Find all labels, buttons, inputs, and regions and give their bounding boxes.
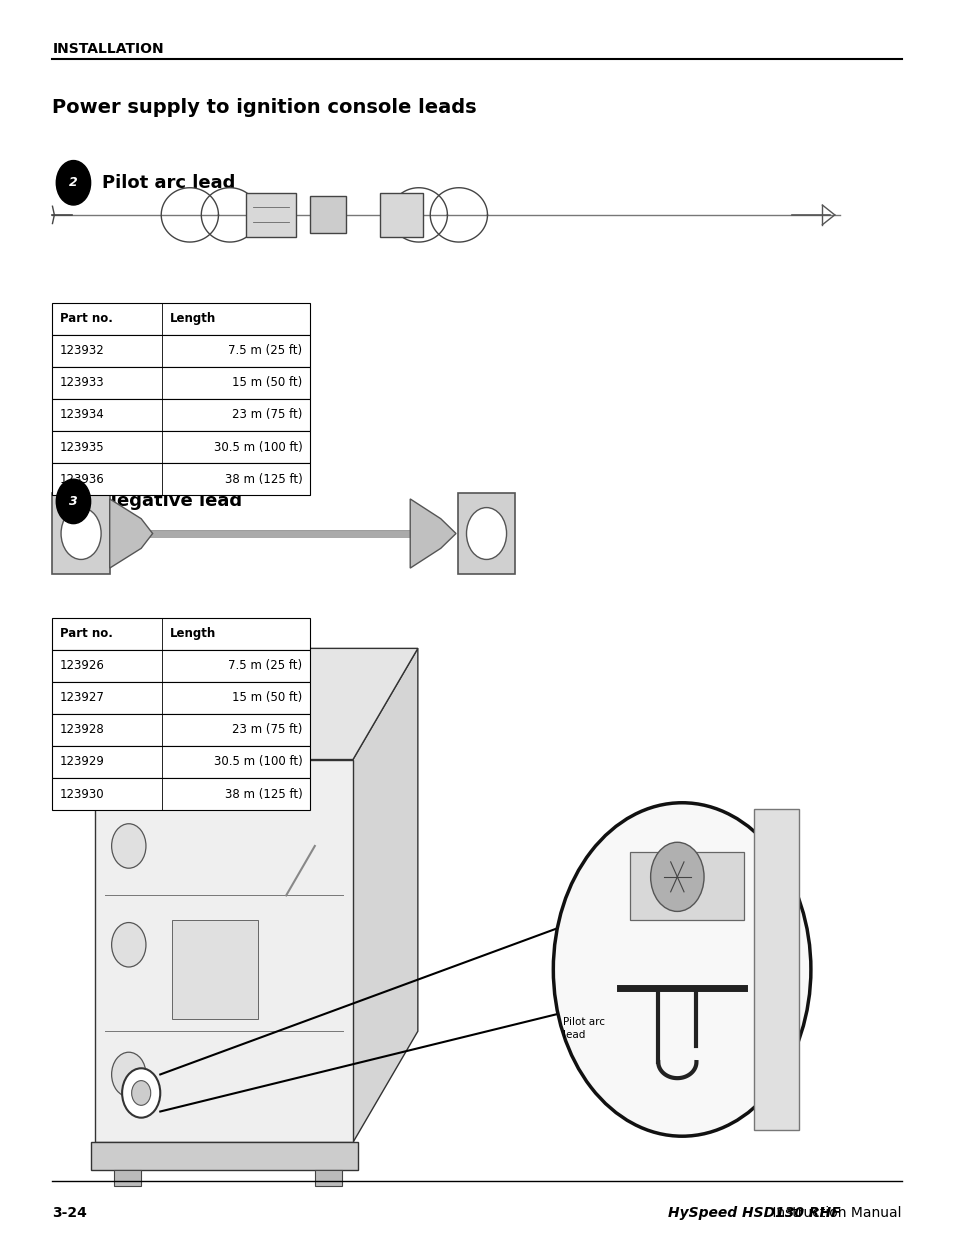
FancyBboxPatch shape [52,303,310,335]
Text: Part no.: Part no. [60,627,112,640]
Circle shape [112,923,146,967]
FancyBboxPatch shape [52,746,310,778]
Text: 23 m (75 ft): 23 m (75 ft) [232,724,302,736]
Polygon shape [95,648,417,760]
Text: 3-24: 3-24 [52,1207,88,1220]
FancyBboxPatch shape [52,618,310,650]
FancyBboxPatch shape [457,493,515,574]
Text: 30.5 m (100 ft): 30.5 m (100 ft) [213,441,302,453]
Text: Part no.: Part no. [60,312,112,325]
Text: 123932: 123932 [60,345,105,357]
Text: Pilot arc
lead: Pilot arc lead [562,1018,604,1040]
Circle shape [112,824,146,868]
Text: 123929: 123929 [60,756,105,768]
FancyBboxPatch shape [52,682,310,714]
FancyBboxPatch shape [52,493,110,574]
Text: 123935: 123935 [60,441,105,453]
FancyBboxPatch shape [114,1170,141,1186]
FancyBboxPatch shape [52,335,310,367]
FancyBboxPatch shape [246,193,295,237]
Circle shape [466,508,506,559]
Circle shape [56,161,91,205]
Text: Negative lead: Negative lead [102,493,242,510]
Circle shape [112,1052,146,1097]
Text: 7.5 m (25 ft): 7.5 m (25 ft) [228,345,302,357]
Text: 38 m (125 ft): 38 m (125 ft) [225,788,302,800]
FancyBboxPatch shape [52,778,310,810]
Circle shape [553,803,810,1136]
Text: Pilot arc lead: Pilot arc lead [102,174,235,191]
FancyBboxPatch shape [310,196,346,233]
Circle shape [650,842,703,911]
FancyBboxPatch shape [753,809,799,1130]
Text: Power supply to ignition console leads: Power supply to ignition console leads [52,99,476,117]
Text: 2: 2 [69,177,78,189]
FancyBboxPatch shape [52,399,310,431]
Text: 123926: 123926 [60,659,105,672]
Text: 123936: 123936 [60,473,105,485]
Text: Length: Length [170,312,215,325]
Polygon shape [353,648,417,1142]
Text: 123927: 123927 [60,692,105,704]
Text: 38 m (125 ft): 38 m (125 ft) [225,473,302,485]
Circle shape [132,1081,151,1105]
Text: 123928: 123928 [60,724,105,736]
Text: Instruction Manual: Instruction Manual [767,1207,901,1220]
Text: 3: 3 [69,495,78,508]
Text: INSTALLATION: INSTALLATION [52,42,164,56]
Circle shape [61,508,101,559]
Text: 15 m (50 ft): 15 m (50 ft) [232,692,302,704]
FancyBboxPatch shape [52,650,310,682]
FancyBboxPatch shape [52,714,310,746]
FancyBboxPatch shape [95,760,353,1142]
Text: 123934: 123934 [60,409,105,421]
Text: Length: Length [170,627,215,640]
Circle shape [122,1068,160,1118]
FancyBboxPatch shape [91,1142,357,1170]
FancyBboxPatch shape [314,1170,341,1186]
Text: 123933: 123933 [60,377,105,389]
Polygon shape [110,499,152,568]
Text: 30.5 m (100 ft): 30.5 m (100 ft) [213,756,302,768]
Text: 23 m (75 ft): 23 m (75 ft) [232,409,302,421]
Text: 123930: 123930 [60,788,105,800]
Text: HySpeed HSD130 RHF: HySpeed HSD130 RHF [667,1207,840,1220]
FancyBboxPatch shape [52,463,310,495]
FancyBboxPatch shape [52,367,310,399]
Text: 7.5 m (25 ft): 7.5 m (25 ft) [228,659,302,672]
FancyBboxPatch shape [172,920,257,1019]
Polygon shape [410,499,456,568]
Circle shape [56,479,91,524]
FancyBboxPatch shape [379,193,422,237]
FancyBboxPatch shape [52,431,310,463]
FancyBboxPatch shape [629,852,743,920]
Text: 15 m (50 ft): 15 m (50 ft) [232,377,302,389]
